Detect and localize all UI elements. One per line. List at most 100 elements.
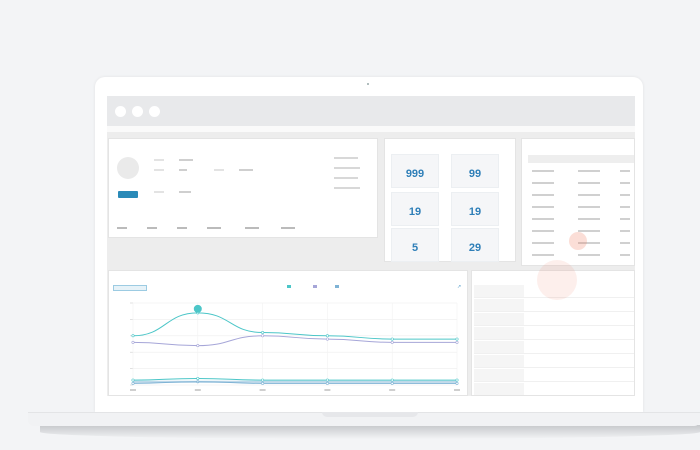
profile-side-list [334,157,364,193]
data-point [131,334,135,338]
table-cell [578,254,600,256]
info-label [474,341,524,353]
legend-item-2[interactable] [313,285,329,288]
data-point [325,334,329,338]
field-label-2 [154,169,164,171]
stat-value: 5 [411,242,419,254]
window-dot-3[interactable] [149,106,160,117]
table-row[interactable] [528,167,634,177]
action-link-1[interactable] [117,227,127,229]
camera-dot [367,83,369,85]
action-link-4[interactable] [207,227,221,229]
x-tick-label [324,389,331,391]
x-tick-label [389,389,396,391]
legend-item-1[interactable] [287,285,307,288]
action-link-3[interactable] [177,227,187,229]
stat-value: 29 [468,242,482,254]
decor-blob [537,260,577,300]
action-link-6[interactable] [281,227,295,229]
table-cell [532,242,554,244]
table-row[interactable] [528,227,634,237]
chart-legend [287,284,357,290]
legend-item-3[interactable] [335,285,351,288]
stat-card-1[interactable]: 999 [391,154,439,188]
x-tick-label [130,389,136,391]
window-dot-2[interactable] [132,106,143,117]
stat-card-5[interactable]: 5 [391,228,439,262]
decor-blob [569,232,587,250]
expand-icon[interactable]: ↗ [457,284,462,290]
table-cell [532,218,554,220]
dashboard-content: 999 99 19 19 5 29 [107,132,635,396]
data-point [196,376,200,380]
table-cell [620,254,630,256]
field-value-4 [179,191,191,193]
table-cell [578,170,600,172]
info-value [526,313,634,325]
stat-value: 999 [405,168,425,180]
info-label [474,299,524,311]
table-row[interactable] [528,179,634,189]
data-point [325,337,329,341]
laptop-notch [322,412,418,417]
table-row[interactable] [528,203,634,213]
info-panel [471,270,635,396]
stat-card-3[interactable]: 19 [391,192,439,226]
stat-value: 19 [468,206,482,218]
info-label [474,313,524,325]
info-row [474,341,634,354]
stat-card-4[interactable]: 19 [451,192,499,226]
table-cell [532,194,554,196]
table-header [528,155,634,163]
table-cell [578,242,600,244]
table-cell [620,218,630,220]
avatar[interactable] [117,157,139,179]
info-row [474,327,634,340]
table-row[interactable] [528,191,634,201]
chart-selector[interactable] [113,285,147,291]
stat-value: 99 [468,168,482,180]
info-label [474,327,524,339]
table-row[interactable] [528,239,634,249]
profile-button[interactable] [118,191,138,198]
action-link-5[interactable] [245,227,259,229]
peak-marker-icon [193,304,202,313]
info-label [474,285,524,297]
x-tick-label [259,389,266,391]
profile-panel [108,138,378,238]
field-label-4 [154,191,164,193]
table-cell [578,218,600,220]
series-line-1 [132,312,457,340]
field-value-2 [179,169,187,171]
data-point [261,334,265,338]
window-dot-1[interactable] [115,106,126,117]
browser-toolbar [107,96,635,126]
table-row[interactable] [528,251,634,261]
info-row [474,285,634,298]
info-row [474,313,634,326]
info-value [526,299,634,311]
field-value-1 [179,159,193,161]
data-point [390,340,394,344]
table-cell [620,230,630,232]
screen-display: 999 99 19 19 5 29 [107,96,635,396]
table-cell [620,170,630,172]
stat-card-6[interactable]: 29 [451,228,499,262]
table-row[interactable] [528,215,634,225]
action-link-2[interactable] [147,227,157,229]
data-point [455,337,459,341]
info-value [526,341,634,353]
table-cell [578,194,600,196]
info-label [474,383,524,395]
stat-value: 19 [408,206,422,218]
x-tick-label [454,389,460,391]
table-cell [578,182,600,184]
table-cell [620,182,630,184]
info-value [526,327,634,339]
info-value [526,383,634,395]
info-value [526,369,634,381]
info-row [474,355,634,368]
stat-card-2[interactable]: 99 [451,154,499,188]
series-line-2 [132,335,457,347]
info-row [474,369,634,382]
